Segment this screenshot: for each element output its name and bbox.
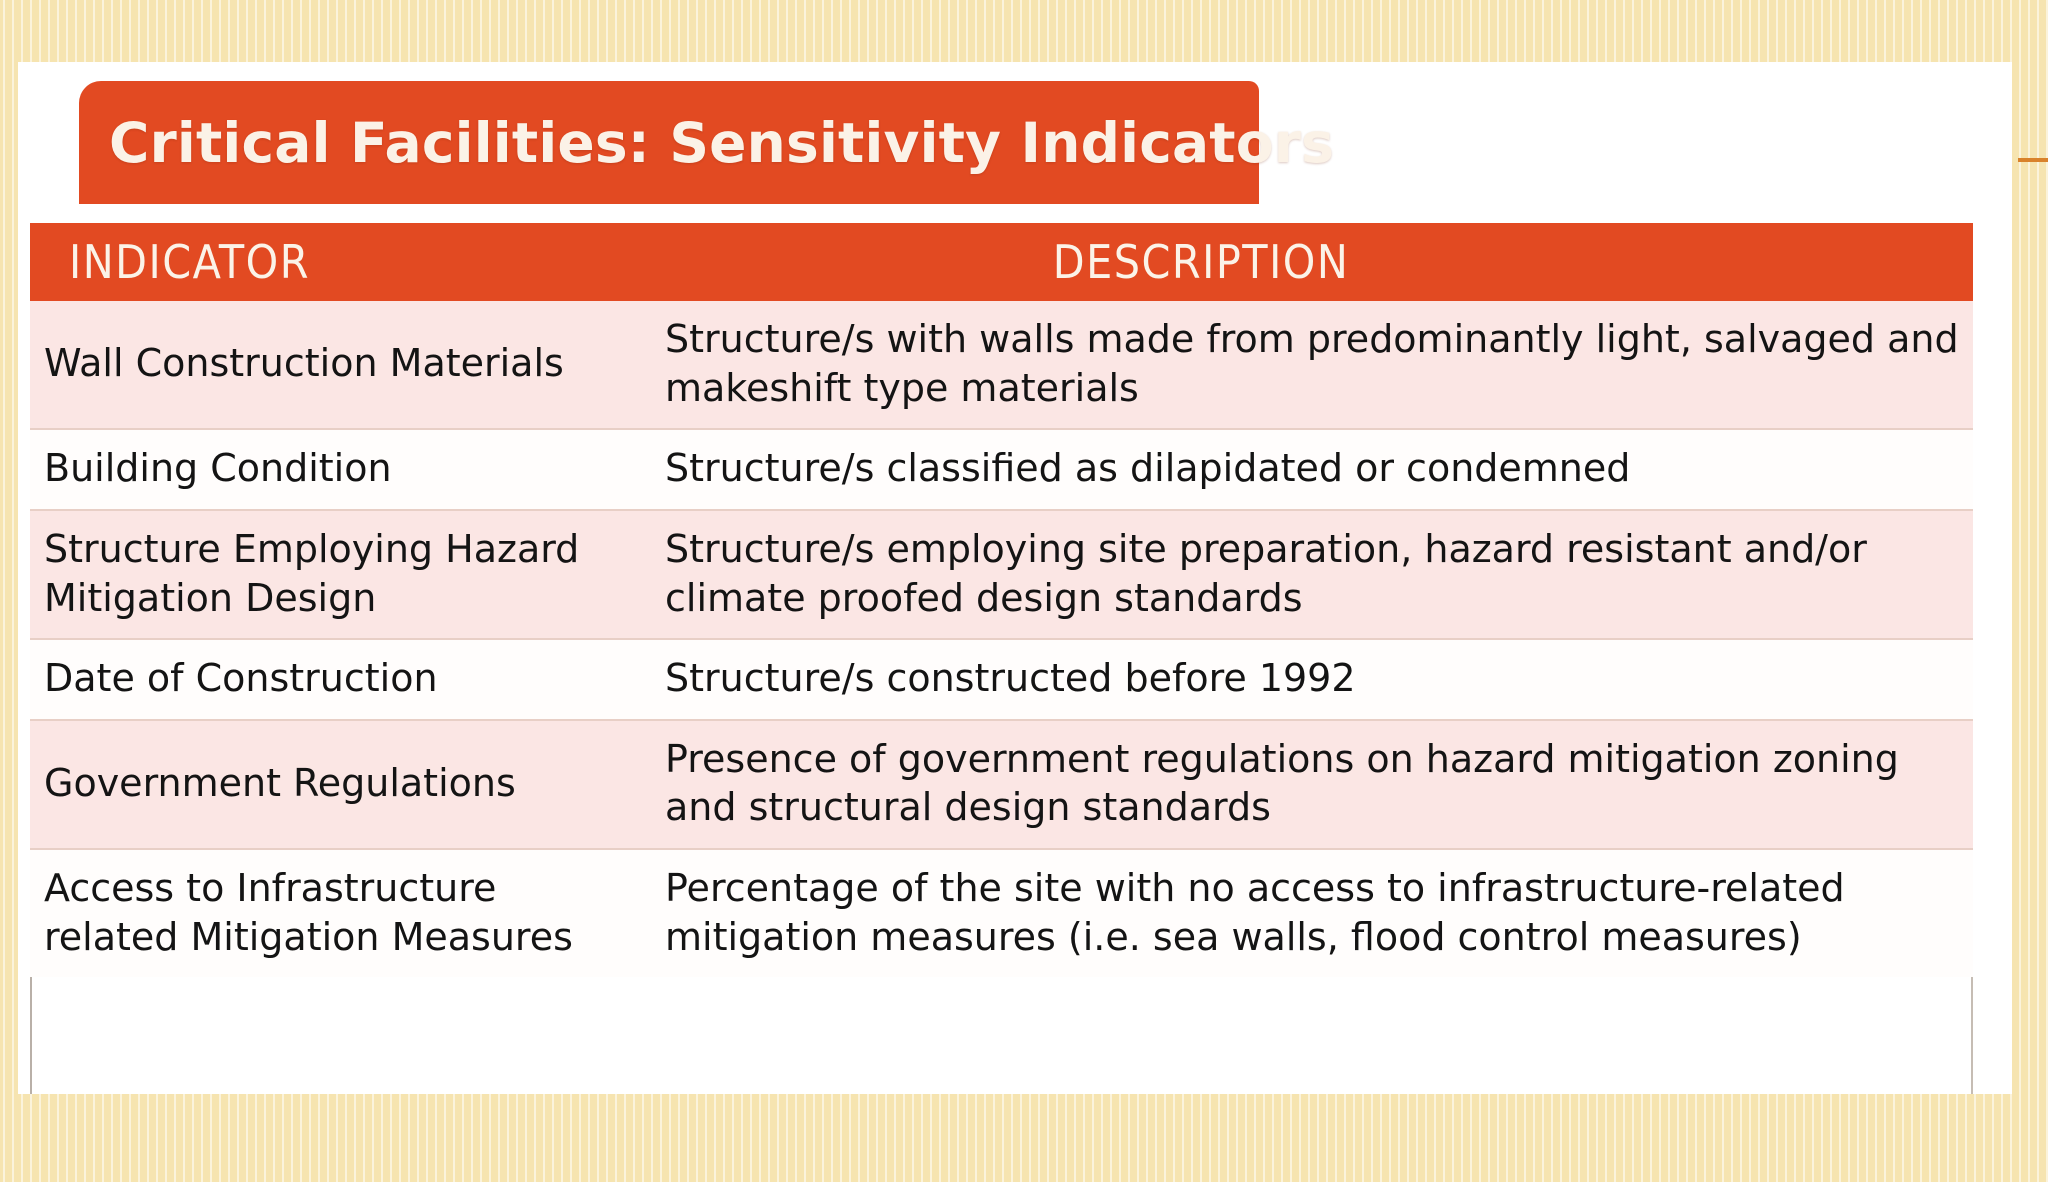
- cell-description: Structure/s constructed before 1992: [649, 638, 1973, 720]
- column-header-description: DESCRIPTION: [649, 223, 1973, 301]
- cell-indicator: Building Condition: [30, 428, 649, 510]
- table-row: Structure Employing Hazard Mitigation De…: [30, 508, 1973, 640]
- table-header: INDICATOR DESCRIPTION: [30, 223, 1973, 301]
- cell-description: Presence of government regulations on ha…: [649, 718, 1973, 849]
- table-row: Building Condition Structure/s classifie…: [30, 428, 1973, 510]
- table-header-row: INDICATOR DESCRIPTION: [30, 223, 1973, 301]
- cell-indicator: Date of Construction: [30, 638, 649, 720]
- table-row: Wall Construction Materials Structure/s …: [30, 301, 1973, 430]
- cell-indicator: Government Regulations: [30, 718, 649, 849]
- column-header-indicator: INDICATOR: [30, 223, 649, 301]
- slide-title-banner: Critical Facilities: Sensitivity Indicat…: [79, 81, 1334, 204]
- cell-indicator: Structure Employing Hazard Mitigation De…: [30, 508, 649, 640]
- cell-indicator: Wall Construction Materials: [30, 301, 649, 430]
- right-accent-rule: [2018, 158, 2048, 162]
- table-row: Government Regulations Presence of gover…: [30, 718, 1973, 849]
- table-row: Date of Construction Structure/s constru…: [30, 638, 1973, 720]
- table-body: Wall Construction Materials Structure/s …: [30, 301, 1973, 978]
- page-title: Critical Facilities: Sensitivity Indicat…: [109, 110, 1335, 175]
- cell-description: Structure/s classified as dilapidated or…: [649, 428, 1973, 510]
- cell-indicator: Access to Infrastructure related Mitigat…: [30, 847, 649, 978]
- cell-description: Structure/s with walls made from predomi…: [649, 301, 1973, 430]
- sensitivity-indicators-table: INDICATOR DESCRIPTION Wall Construction …: [30, 223, 1973, 978]
- cell-description: Structure/s employing site preparation, …: [649, 508, 1973, 640]
- table-row: Access to Infrastructure related Mitigat…: [30, 847, 1973, 978]
- cell-description: Percentage of the site with no access to…: [649, 847, 1973, 978]
